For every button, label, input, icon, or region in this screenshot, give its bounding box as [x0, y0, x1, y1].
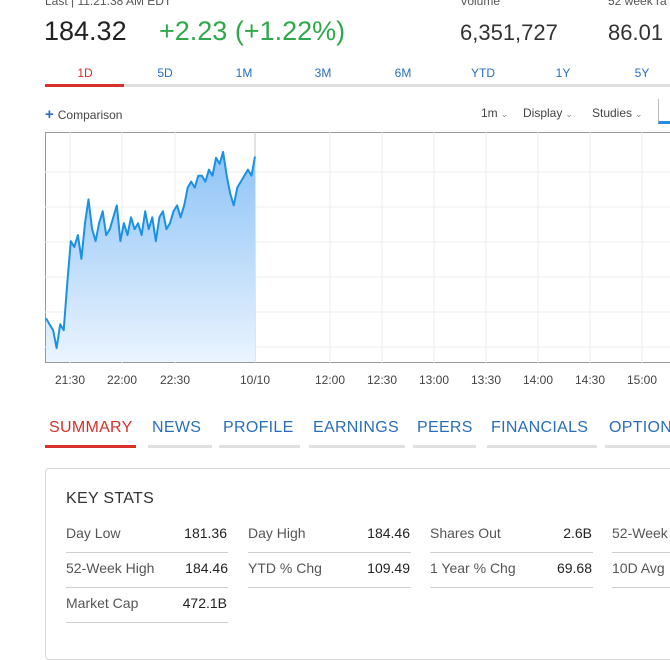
display-dropdown[interactable]: Display⌄ — [523, 106, 573, 120]
x-tick-label: 13:00 — [419, 373, 449, 387]
stat-separator — [66, 587, 228, 588]
nav-underline — [413, 445, 476, 448]
stat-value-day-high: 184.46 — [330, 525, 410, 541]
nav-underline — [309, 445, 405, 448]
studies-dropdown[interactable]: Studies⌄ — [592, 106, 643, 120]
last-price: 184.32 — [44, 16, 127, 47]
stat-separator — [66, 622, 228, 623]
stat-value-market-cap: 472.1B — [150, 595, 227, 611]
range-tab-1d[interactable]: 1D — [45, 66, 125, 80]
range-tab-1y[interactable]: 1Y — [523, 66, 603, 80]
nav-underline — [219, 445, 300, 448]
range-tab-5y[interactable]: 5Y — [602, 66, 670, 80]
price-chart — [45, 132, 670, 363]
range-tab-6m[interactable]: 6M — [363, 66, 443, 80]
nav-tab-financials[interactable]: FINANCIALS — [491, 419, 588, 437]
stat-label-day-low: Day Low — [66, 525, 120, 541]
volume-value: 6,351,727 — [460, 20, 558, 46]
range-tab-3m[interactable]: 3M — [283, 66, 363, 80]
nav-tab-options[interactable]: OPTION — [609, 419, 670, 437]
stat-separator — [248, 552, 411, 553]
last-trade-label: Last | 11:21:38 AM EDT — [45, 0, 171, 8]
stat-value-day-low: 181.36 — [150, 525, 227, 541]
stat-separator — [66, 552, 228, 553]
interval-label: 1m — [481, 106, 498, 120]
range-tab-active-indicator — [45, 84, 124, 87]
stat-separator — [612, 552, 670, 553]
range-tab-1m[interactable]: 1M — [204, 66, 284, 80]
range-52w-label: 52 week ra — [608, 0, 667, 8]
x-tick-label: 21:30 — [55, 373, 85, 387]
stat-label-market-cap: Market Cap — [66, 595, 138, 611]
x-tick-label: 14:00 — [523, 373, 553, 387]
stat-separator — [430, 552, 593, 553]
stat-value-52-week-high: 184.46 — [150, 560, 228, 576]
x-tick-label: 10/10 — [240, 373, 270, 387]
x-tick-label: 15:00 — [627, 373, 657, 387]
stat-label-52-week-high: 52-Week High — [66, 560, 154, 576]
price-change: +2.23 (+1.22%) — [159, 16, 345, 47]
stat-label-ytd-chg: YTD % Chg — [248, 560, 322, 576]
x-tick-label: 13:30 — [471, 373, 501, 387]
stat-separator — [248, 587, 411, 588]
volume-label: Volume — [460, 0, 500, 8]
x-tick-label: 12:00 — [315, 373, 345, 387]
nav-underline — [487, 445, 597, 448]
chevron-down-icon: ⌄ — [565, 109, 573, 119]
plus-icon: + — [45, 106, 54, 123]
x-tick-label: 14:30 — [575, 373, 605, 387]
stat-label-1-year-chg: 1 Year % Chg — [430, 560, 516, 576]
nav-underline — [605, 445, 670, 448]
comparison-button[interactable]: + Comparison — [45, 106, 122, 123]
studies-label: Studies — [592, 106, 632, 120]
stat-separator — [612, 587, 670, 588]
stat-separator — [430, 587, 593, 588]
x-tick-label: 22:00 — [107, 373, 137, 387]
range-tab-ytd[interactable]: YTD — [443, 66, 523, 80]
stat-label-shares-out: Shares Out — [430, 525, 501, 541]
stat-value-shares-out: 2.6B — [520, 525, 592, 541]
x-tick-label: 12:30 — [367, 373, 397, 387]
chevron-down-icon: ⌄ — [501, 109, 509, 119]
display-label: Display — [523, 106, 562, 120]
nav-tab-peers[interactable]: PEERS — [417, 419, 473, 437]
stat-label-day-high: Day High — [248, 525, 306, 541]
chevron-down-icon: ⌄ — [635, 109, 643, 119]
range-52w-value: 86.01 - — [608, 20, 670, 46]
range-tabs-underline — [45, 84, 670, 87]
nav-tab-earnings[interactable]: EARNINGS — [313, 419, 399, 437]
nav-tab-profile[interactable]: PROFILE — [223, 419, 294, 437]
price-chart-svg — [45, 132, 670, 363]
comparison-label: Comparison — [58, 108, 123, 122]
stat-label-52-week-low: 52-Week — [612, 525, 668, 541]
x-tick-label: 22:30 — [160, 373, 190, 387]
nav-tab-news[interactable]: NEWS — [152, 419, 201, 437]
stat-value-1-year-chg: 69.68 — [520, 560, 592, 576]
nav-active-indicator — [45, 445, 136, 448]
stat-label-10d-avg: 10D Avg — [612, 560, 665, 576]
interval-dropdown[interactable]: 1m⌄ — [481, 106, 508, 120]
nav-underline — [148, 445, 212, 448]
stat-value-ytd-chg: 109.49 — [330, 560, 410, 576]
chart-type-button[interactable] — [658, 99, 670, 124]
range-tab-5d[interactable]: 5D — [125, 66, 205, 80]
key-stats-title: KEY STATS — [66, 490, 154, 508]
nav-tab-summary[interactable]: SUMMARY — [49, 419, 133, 437]
